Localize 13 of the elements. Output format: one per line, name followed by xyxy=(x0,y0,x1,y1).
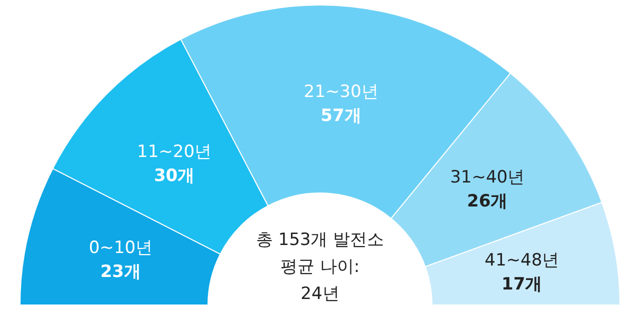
slice-label: 11~20년 xyxy=(137,142,212,162)
slice-label: 31~40년 xyxy=(450,168,525,188)
slice-label: 41~48년 xyxy=(484,250,560,270)
slice-label: 21~30년 xyxy=(304,82,378,102)
slice-label: 0~10년 xyxy=(88,238,153,258)
text: 24년 xyxy=(300,284,340,304)
data-label: 30개 xyxy=(154,166,195,186)
data-label: 23개 xyxy=(100,262,142,282)
text: 총 153개 발전소 xyxy=(256,230,384,250)
data-label: 26개 xyxy=(466,192,508,212)
data-label: 17개 xyxy=(502,274,542,294)
text: 평균 나이: xyxy=(280,257,360,277)
data-label: 57개 xyxy=(320,106,362,126)
